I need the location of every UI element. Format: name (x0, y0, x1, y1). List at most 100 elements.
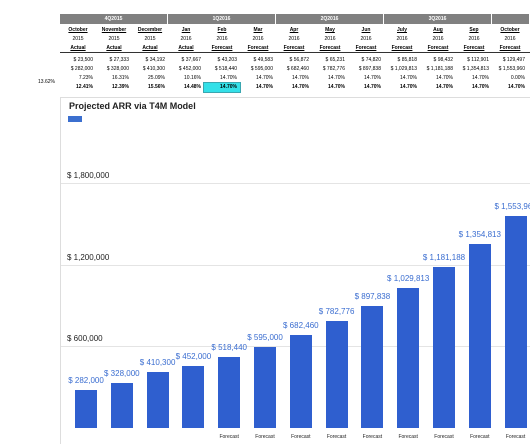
bar[interactable] (254, 347, 276, 428)
bar[interactable] (468, 243, 491, 428)
value-cell[interactable]: $ 49,583 (253, 57, 273, 63)
type-cell[interactable]: Forecast (247, 45, 269, 51)
type-cell[interactable]: Forecast (355, 45, 377, 51)
value-cell[interactable]: $ 1,181,188 (426, 66, 453, 72)
value-cell[interactable]: $ 74,820 (361, 57, 381, 63)
bar[interactable] (433, 267, 455, 428)
type-cell[interactable]: Actual (178, 45, 194, 51)
year-cell[interactable]: 2015 (144, 36, 156, 42)
value-cell[interactable]: 25.09% (148, 75, 165, 81)
year-cell[interactable]: 2015 (108, 36, 120, 42)
value-cell[interactable]: $ 897,838 (358, 66, 381, 72)
year-cell[interactable]: 2016 (504, 36, 516, 42)
type-cell[interactable]: Actual (70, 45, 86, 51)
value-cell[interactable]: 14.70% (472, 84, 489, 90)
type-cell[interactable]: Forecast (391, 45, 413, 51)
value-cell[interactable]: $ 65,231 (325, 57, 345, 63)
value-cell[interactable]: $ 410,300 (142, 66, 165, 72)
bar[interactable] (75, 389, 97, 428)
value-cell[interactable]: 16.31% (112, 75, 129, 81)
value-cell[interactable]: $ 328,000 (106, 66, 129, 72)
type-cell[interactable]: Forecast (283, 45, 305, 51)
value-cell[interactable]: 14.70% (292, 84, 309, 90)
bar[interactable] (218, 357, 241, 428)
value-cell[interactable]: $ 43,203 (217, 57, 237, 63)
bar[interactable] (182, 366, 205, 428)
value-cell[interactable]: $ 129,497 (502, 57, 525, 63)
value-cell[interactable]: 15.56% (148, 84, 165, 90)
value-cell[interactable]: 10.16% (184, 75, 201, 81)
month-cell[interactable]: Sep (469, 27, 479, 33)
value-cell[interactable]: $ 34,192 (145, 57, 165, 63)
month-cell[interactable]: November (101, 27, 127, 33)
bar[interactable] (325, 321, 348, 428)
value-cell[interactable]: 14.70% (508, 84, 525, 90)
value-cell[interactable]: $ 282,000 (70, 66, 93, 72)
month-cell[interactable]: October (68, 27, 88, 33)
type-cell[interactable]: Forecast (499, 45, 521, 51)
value-cell[interactable]: $ 595,000 (250, 66, 273, 72)
type-cell[interactable]: Actual (142, 45, 158, 51)
value-cell[interactable]: 14.70% (292, 75, 309, 81)
bar[interactable] (361, 305, 384, 428)
year-cell[interactable]: 2016 (432, 36, 444, 42)
year-cell[interactable]: 2016 (396, 36, 408, 42)
value-cell[interactable]: $ 1,029,813 (390, 66, 417, 72)
arr-chart[interactable]: Projected ARR via T4M Model $ 600,000 $ 1… (60, 97, 530, 444)
month-cell[interactable]: Jan (181, 27, 191, 33)
bar[interactable] (289, 335, 312, 428)
value-cell[interactable]: 14.70% (328, 75, 345, 81)
value-cell[interactable]: $ 27,333 (109, 57, 129, 63)
selected-cell[interactable]: 14.70% (203, 82, 241, 93)
value-cell[interactable]: 14.70% (328, 84, 345, 90)
value-cell[interactable]: 14.70% (400, 84, 417, 90)
value-cell[interactable]: 14.70% (436, 75, 453, 81)
year-cell[interactable]: 2016 (180, 36, 192, 42)
value-cell[interactable]: $ 782,776 (322, 66, 345, 72)
month-cell[interactable]: May (325, 27, 335, 33)
year-cell[interactable]: 2016 (216, 36, 228, 42)
value-cell[interactable]: 0.00% (510, 75, 525, 81)
value-cell[interactable]: 14.70% (400, 75, 417, 81)
value-cell[interactable]: 12.39% (112, 84, 129, 90)
type-cell[interactable]: Forecast (463, 45, 485, 51)
year-cell[interactable]: 2016 (252, 36, 264, 42)
value-cell[interactable]: $ 56,872 (289, 57, 309, 63)
value-cell[interactable]: $ 112,901 (467, 57, 489, 63)
year-cell[interactable]: 2016 (288, 36, 300, 42)
year-cell[interactable]: 2016 (360, 36, 372, 42)
value-cell[interactable]: $ 682,460 (286, 66, 309, 72)
value-cell[interactable]: 14.48% (184, 84, 201, 90)
value-cell[interactable]: 14.70% (220, 75, 237, 81)
value-cell[interactable]: 14.70% (364, 75, 381, 81)
month-cell[interactable]: Aug (433, 27, 443, 33)
month-cell[interactable]: Feb (217, 27, 227, 33)
value-cell[interactable]: 14.70% (472, 75, 489, 81)
type-cell[interactable]: Forecast (211, 45, 233, 51)
month-cell[interactable]: Jun (361, 27, 371, 33)
bar[interactable] (110, 383, 133, 428)
value-cell[interactable]: 14.70% (436, 84, 453, 90)
month-cell[interactable]: Apr (289, 27, 299, 33)
bar[interactable] (504, 216, 527, 428)
value-cell[interactable]: $ 1,354,813 (462, 66, 489, 72)
value-cell[interactable]: 14.70% (256, 84, 273, 90)
value-cell[interactable]: $ 1,553,960 (498, 66, 525, 72)
value-cell[interactable]: $ 518,440 (214, 66, 237, 72)
value-cell[interactable]: 7.23% (78, 75, 93, 81)
month-cell[interactable]: July (396, 27, 407, 33)
type-cell[interactable]: Forecast (319, 45, 341, 51)
value-cell[interactable]: $ 98,432 (433, 57, 453, 63)
type-cell[interactable]: Forecast (427, 45, 449, 51)
bar[interactable] (146, 372, 169, 428)
value-cell[interactable]: 14.70% (256, 75, 273, 81)
type-cell[interactable]: Actual (106, 45, 122, 51)
value-cell[interactable]: 12.41% (76, 84, 93, 90)
month-cell[interactable]: Mar (253, 27, 263, 33)
value-cell[interactable]: $ 37,667 (181, 57, 201, 63)
year-cell[interactable]: 2016 (468, 36, 480, 42)
value-cell[interactable]: 14.70% (364, 84, 381, 90)
bar[interactable] (397, 287, 420, 428)
month-cell[interactable]: October (500, 27, 520, 33)
year-cell[interactable]: 2015 (72, 36, 84, 42)
